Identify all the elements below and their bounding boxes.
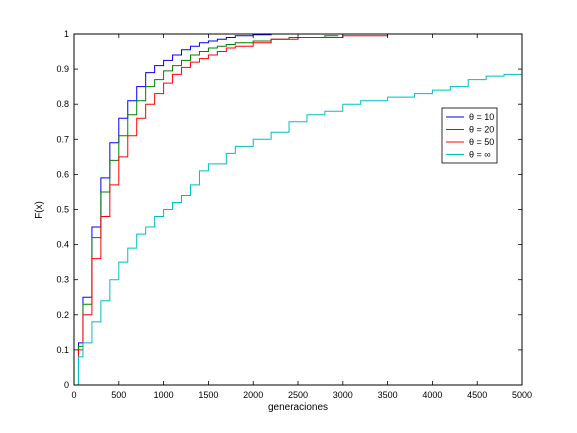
legend: θ = 10 θ = 20 θ = 50 θ = ∞ — [441, 107, 498, 164]
y-tick-label-10: 1 — [64, 29, 69, 39]
x-tick-label-8: 4000 — [422, 390, 442, 400]
ticks-layer: 0 500 1000 1500 2000 2500 3000 3500 4000 4500 5000… — [56, 29, 532, 400]
y-tick-label-9: 0.9 — [56, 64, 69, 74]
plot-area — [74, 34, 522, 385]
y-tick-label-6: 0.6 — [56, 169, 69, 179]
x-axis-label: generaciones — [268, 402, 328, 413]
legend-label-3: θ = 50 — [469, 137, 494, 147]
legend-label-1: θ = 10 — [469, 112, 494, 122]
x-tick-label-0: 0 — [71, 390, 76, 400]
x-tick-label-5: 2500 — [288, 390, 308, 400]
series-layer — [74, 33, 523, 386]
y-tick-label-1: 0.1 — [56, 345, 69, 355]
x-tick-label-2: 1000 — [154, 390, 174, 400]
x-tick-label-3: 1500 — [198, 390, 218, 400]
x-tick-label-9: 4500 — [467, 390, 487, 400]
legend-label-2: θ = 20 — [469, 125, 494, 135]
y-tick-label-5: 0.5 — [56, 205, 69, 215]
y-tick-label-3: 0.3 — [56, 275, 69, 285]
y-axis-label: F(x) — [34, 201, 45, 219]
series-line-2 — [74, 35, 339, 386]
x-tick-label-4: 2000 — [243, 390, 263, 400]
x-tick-label-1: 500 — [111, 390, 126, 400]
x-tick-label-6: 3000 — [333, 390, 353, 400]
y-tick-label-8: 0.8 — [56, 99, 69, 109]
y-tick-label-0: 0 — [64, 380, 69, 390]
series-line-4 — [74, 72, 523, 386]
x-tick-label-10: 5000 — [512, 390, 532, 400]
series-line-3 — [74, 33, 500, 386]
x-tick-label-7: 3500 — [378, 390, 398, 400]
y-tick-label-4: 0.4 — [56, 240, 69, 250]
legend-label-4: θ = ∞ — [469, 150, 491, 160]
y-tick-label-7: 0.7 — [56, 134, 69, 144]
y-tick-label-2: 0.2 — [56, 310, 69, 320]
